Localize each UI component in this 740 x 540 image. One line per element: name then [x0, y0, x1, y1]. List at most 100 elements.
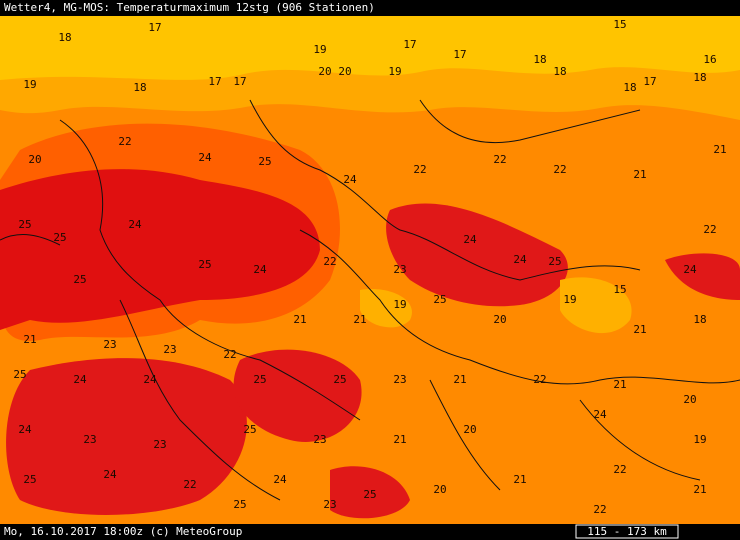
station-value: 21: [633, 323, 646, 336]
station-value: 17: [148, 21, 161, 34]
station-value: 17: [643, 75, 656, 88]
very-hot-zone: [665, 253, 740, 300]
station-value: 18: [553, 65, 566, 78]
station-value: 25: [333, 373, 346, 386]
station-value: 21: [693, 483, 706, 496]
station-value: 25: [18, 218, 31, 231]
station-value: 20: [338, 65, 351, 78]
country-border: [0, 99, 740, 501]
station-value: 22: [223, 348, 236, 361]
station-value: 25: [73, 273, 86, 286]
station-value: 20: [433, 483, 446, 496]
station-value: 24: [103, 468, 117, 481]
station-value: 23: [313, 433, 326, 446]
station-value: 21: [613, 378, 626, 391]
station-value: 16: [703, 53, 716, 66]
station-value: 21: [293, 313, 306, 326]
station-value: 25: [198, 258, 211, 271]
station-value: 17: [233, 75, 246, 88]
station-value: 24: [343, 173, 357, 186]
station-value: 23: [153, 438, 166, 451]
station-value: 18: [533, 53, 546, 66]
header-title: Wetter4, MG-MOS: Temperaturmaximum 12stg…: [4, 1, 375, 14]
station-value: 19: [563, 293, 576, 306]
station-value: 22: [413, 163, 426, 176]
station-value: 18: [693, 313, 706, 326]
station-value: 21: [633, 168, 646, 181]
station-value: 15: [613, 283, 626, 296]
station-value: 22: [703, 223, 716, 236]
station-value: 25: [433, 293, 446, 306]
station-value: 23: [103, 338, 116, 351]
station-value: 23: [393, 373, 406, 386]
station-value: 21: [393, 433, 406, 446]
station-value: 23: [323, 498, 336, 511]
station-value: 25: [253, 373, 266, 386]
station-value: 23: [83, 433, 96, 446]
station-value: 25: [233, 498, 246, 511]
station-value: 22: [323, 255, 336, 268]
footer-bar: [0, 524, 740, 540]
station-value: 25: [243, 423, 256, 436]
station-value: 19: [693, 433, 706, 446]
station-value: 24: [253, 263, 267, 276]
station-value: 24: [683, 263, 697, 276]
station-value: 24: [198, 151, 212, 164]
station-value: 19: [388, 65, 401, 78]
station-value: 20: [493, 313, 506, 326]
station-value: 21: [513, 473, 526, 486]
footer-timestamp: Mo, 16.10.2017 18:00z (c) MeteoGroup: [4, 525, 242, 538]
station-value: 19: [393, 298, 406, 311]
very-hot-zone: [6, 358, 247, 515]
station-value: 17: [208, 75, 221, 88]
station-value: 25: [258, 155, 271, 168]
station-value: 22: [613, 463, 626, 476]
station-value: 24: [143, 373, 157, 386]
station-value: 24: [73, 373, 87, 386]
station-value: 21: [23, 333, 36, 346]
station-value: 19: [23, 78, 36, 91]
station-value: 20: [463, 423, 476, 436]
station-value: 22: [533, 373, 546, 386]
station-value: 25: [363, 488, 376, 501]
very-hot-zone: [0, 169, 320, 330]
scale-label: 115 - 173 km: [587, 525, 667, 538]
station-value: 21: [713, 143, 726, 156]
station-value: 17: [403, 38, 416, 51]
station-labels: 18 17 19 18 17 17 20 20 19 19 17 17 18 18 18 17 18 16 15 20…: [13, 18, 726, 516]
station-value: 22: [493, 153, 506, 166]
very-hot-zone: [386, 203, 568, 307]
station-value: 18: [58, 31, 71, 44]
station-value: 20: [28, 153, 41, 166]
station-value: 18: [693, 71, 706, 84]
station-value: 25: [23, 473, 36, 486]
station-value: 24: [593, 408, 607, 421]
station-value: 23: [393, 263, 406, 276]
station-value: 17: [453, 48, 466, 61]
very-hot-zone: [233, 349, 362, 442]
station-value: 21: [453, 373, 466, 386]
station-value: 23: [163, 343, 176, 356]
station-value: 15: [613, 18, 626, 31]
station-value: 24: [273, 473, 287, 486]
scale-box: [575, 524, 679, 539]
station-value: 20: [318, 65, 331, 78]
station-value: 20: [683, 393, 696, 406]
station-value: 24: [463, 233, 477, 246]
station-value: 25: [53, 231, 66, 244]
station-value: 24: [18, 423, 32, 436]
station-value: 25: [548, 255, 561, 268]
station-value: 19: [313, 43, 326, 56]
station-value: 24: [128, 218, 142, 231]
station-value: 22: [183, 478, 196, 491]
header-bar: [0, 0, 740, 16]
station-value: 24: [513, 253, 527, 266]
mild-zone: [0, 16, 740, 80]
mild-patch: [560, 277, 632, 334]
station-value: 22: [118, 135, 131, 148]
station-value: 18: [133, 81, 146, 94]
station-value: 22: [553, 163, 566, 176]
station-value: 25: [13, 368, 26, 381]
